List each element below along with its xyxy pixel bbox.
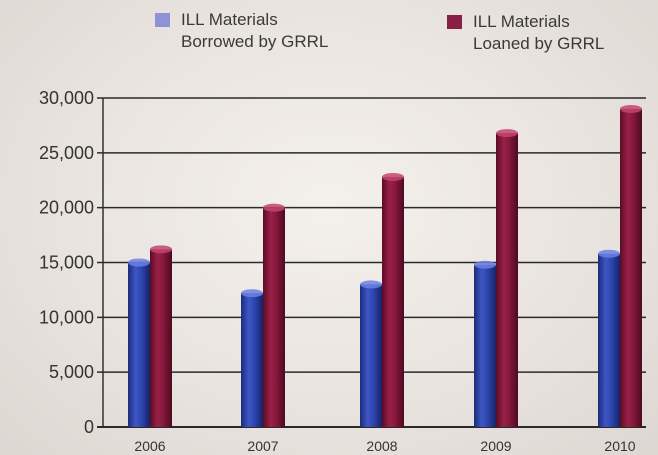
bar-cap-loaned — [620, 104, 642, 113]
x-tick-label: 2009 — [480, 438, 511, 454]
bar-cap-loaned — [263, 203, 285, 212]
bar-cap-borrowed — [598, 249, 620, 258]
bar-cap-borrowed — [241, 289, 263, 298]
x-tick-label: 2008 — [366, 438, 397, 454]
bar-loaned — [382, 176, 404, 427]
legend-swatch-borrowed — [155, 13, 170, 27]
legend-label-borrowed-line1: ILL Materials — [181, 10, 278, 29]
y-tick-label: 0 — [84, 417, 94, 437]
y-tick-label: 30,000 — [39, 88, 94, 108]
bar-borrowed — [360, 284, 382, 427]
legend-label-borrowed-line2: Borrowed by GRRL — [181, 32, 329, 51]
y-tick-label: 10,000 — [39, 307, 94, 327]
bar-borrowed — [241, 293, 263, 427]
bar-cap-borrowed — [474, 260, 496, 269]
bar-borrowed — [598, 253, 620, 427]
x-tick-label: 2010 — [604, 438, 635, 454]
y-tick-label: 20,000 — [39, 198, 94, 218]
bar-cap-loaned — [150, 245, 172, 254]
legend-label-loaned-line1: ILL Materials — [473, 12, 570, 31]
y-tick-label: 5,000 — [49, 362, 94, 382]
bar-cap-loaned — [382, 172, 404, 181]
legend-swatch-loaned — [447, 15, 462, 29]
bar-loaned — [263, 207, 285, 427]
x-tick-label: 2006 — [134, 438, 165, 454]
y-tick-label: 25,000 — [39, 143, 94, 163]
bar-cap-borrowed — [360, 280, 382, 289]
y-tick-label: 15,000 — [39, 253, 94, 273]
bar-loaned — [620, 108, 642, 427]
bar-borrowed — [474, 264, 496, 427]
bar-cap-loaned — [496, 129, 518, 138]
x-tick-label: 2007 — [247, 438, 278, 454]
legend-label-loaned-line2: Loaned by GRRL — [473, 34, 605, 53]
bar-cap-borrowed — [128, 258, 150, 267]
bar-loaned — [150, 249, 172, 427]
bar-borrowed — [128, 262, 150, 427]
bar-loaned — [496, 133, 518, 428]
